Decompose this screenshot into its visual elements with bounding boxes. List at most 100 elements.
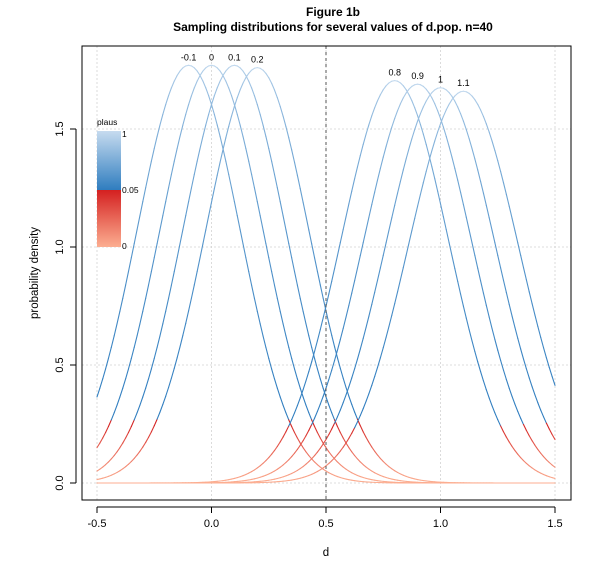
curve-segment <box>316 464 321 468</box>
curve-segment <box>462 120 467 131</box>
curve-segment <box>408 85 413 90</box>
curve-segment <box>468 329 473 342</box>
curve-segment <box>190 284 195 299</box>
curve-segment <box>397 103 401 112</box>
curve-segment <box>365 123 370 135</box>
curve-segment <box>505 193 510 207</box>
curve-segment <box>351 451 356 457</box>
curve-segment <box>125 463 130 468</box>
curve-segment <box>500 170 505 184</box>
curve-segment <box>517 242 522 256</box>
curve-segment <box>273 445 278 452</box>
curve-segment <box>268 453 273 459</box>
curve-segment <box>500 267 505 281</box>
curve-segment <box>331 457 336 462</box>
curve-segment <box>268 147 273 162</box>
curve-segment <box>339 367 344 379</box>
curve-segment <box>402 92 407 99</box>
curve-segment <box>110 335 115 348</box>
curve-segment <box>130 346 135 359</box>
curve-segment <box>256 104 261 115</box>
curve-segment <box>368 303 373 317</box>
curve-segment <box>508 303 513 317</box>
curve-segment <box>116 396 121 406</box>
curve-segment <box>451 95 456 101</box>
curve-segment <box>170 270 175 286</box>
curve-segment <box>222 74 227 82</box>
curve-segment <box>219 135 224 150</box>
curve-segment <box>239 229 244 245</box>
curve-segment <box>520 457 525 462</box>
curve-segment <box>325 462 330 467</box>
curve-segment <box>497 349 502 361</box>
curve-segment <box>457 179 462 193</box>
curve-segment <box>288 243 293 259</box>
curve-segment <box>302 396 307 406</box>
curve-segment <box>316 447 321 453</box>
curve-segment <box>311 243 316 259</box>
curve-segment <box>397 180 401 194</box>
curve-segment <box>405 88 410 94</box>
curve-segment <box>313 451 318 457</box>
curve-segment <box>279 201 284 217</box>
curve-segment <box>339 431 344 439</box>
curve-segment <box>428 92 433 97</box>
curve-segment <box>150 257 155 273</box>
curve-segment <box>162 395 167 406</box>
curve-segment <box>136 323 141 337</box>
curve-segment <box>162 201 167 217</box>
curve-segment <box>122 378 127 389</box>
curve-segment <box>233 97 238 107</box>
curve-segment <box>139 310 144 325</box>
curve-segment <box>511 445 516 452</box>
curve-label-1.1: 1.1 <box>457 78 470 88</box>
curve-segment <box>477 103 482 111</box>
curve-segment <box>219 74 224 82</box>
curve-segment <box>517 453 522 459</box>
curve-segment <box>162 310 167 325</box>
curve-segment <box>262 335 267 348</box>
curve-segment <box>522 358 527 370</box>
curve-segment <box>457 280 462 295</box>
curve-segment <box>365 216 370 231</box>
curve-segment <box>159 113 164 126</box>
curve-segment <box>514 326 519 339</box>
curve-segment <box>276 97 281 107</box>
curve-segment <box>339 464 344 468</box>
curve-segment <box>165 187 170 203</box>
curve-segment <box>265 135 270 150</box>
curve-segment <box>173 147 178 162</box>
curve-segment <box>336 338 341 351</box>
curve-segment <box>331 267 336 282</box>
curve-segment <box>285 425 290 433</box>
y-tick-label: 1.5 <box>54 121 66 136</box>
curve-segment <box>107 346 112 359</box>
curve-segment <box>348 447 353 453</box>
curve-segment <box>202 80 207 89</box>
y-axis: 0.0 0.5 1.0 1.5 <box>54 121 77 491</box>
curve-segment <box>236 215 241 231</box>
curve-segment <box>153 243 158 259</box>
curve-segment <box>130 419 135 428</box>
curve-segment <box>551 376 556 386</box>
curve-segment <box>205 215 210 231</box>
curve-segment <box>491 405 496 414</box>
curve-segment <box>319 467 324 471</box>
curve-segment <box>359 408 364 417</box>
curve-segment <box>334 255 339 270</box>
curve-segment <box>371 191 376 206</box>
chart-subtitle: Sampling distributions for several value… <box>173 20 493 34</box>
curve-segment <box>548 366 553 378</box>
curve-segment <box>202 67 207 72</box>
curve-segment <box>342 442 347 448</box>
curve-segment <box>110 454 115 460</box>
curve-segment <box>225 67 230 72</box>
curve-segment <box>305 215 310 231</box>
curve-segment <box>454 100 459 108</box>
curve-label-1: 1 <box>438 75 443 85</box>
curve-segment <box>482 115 487 125</box>
curve-segment <box>348 190 353 205</box>
curve-segment <box>502 182 507 195</box>
curve-segment <box>119 387 124 398</box>
curve-segment <box>239 82 244 91</box>
